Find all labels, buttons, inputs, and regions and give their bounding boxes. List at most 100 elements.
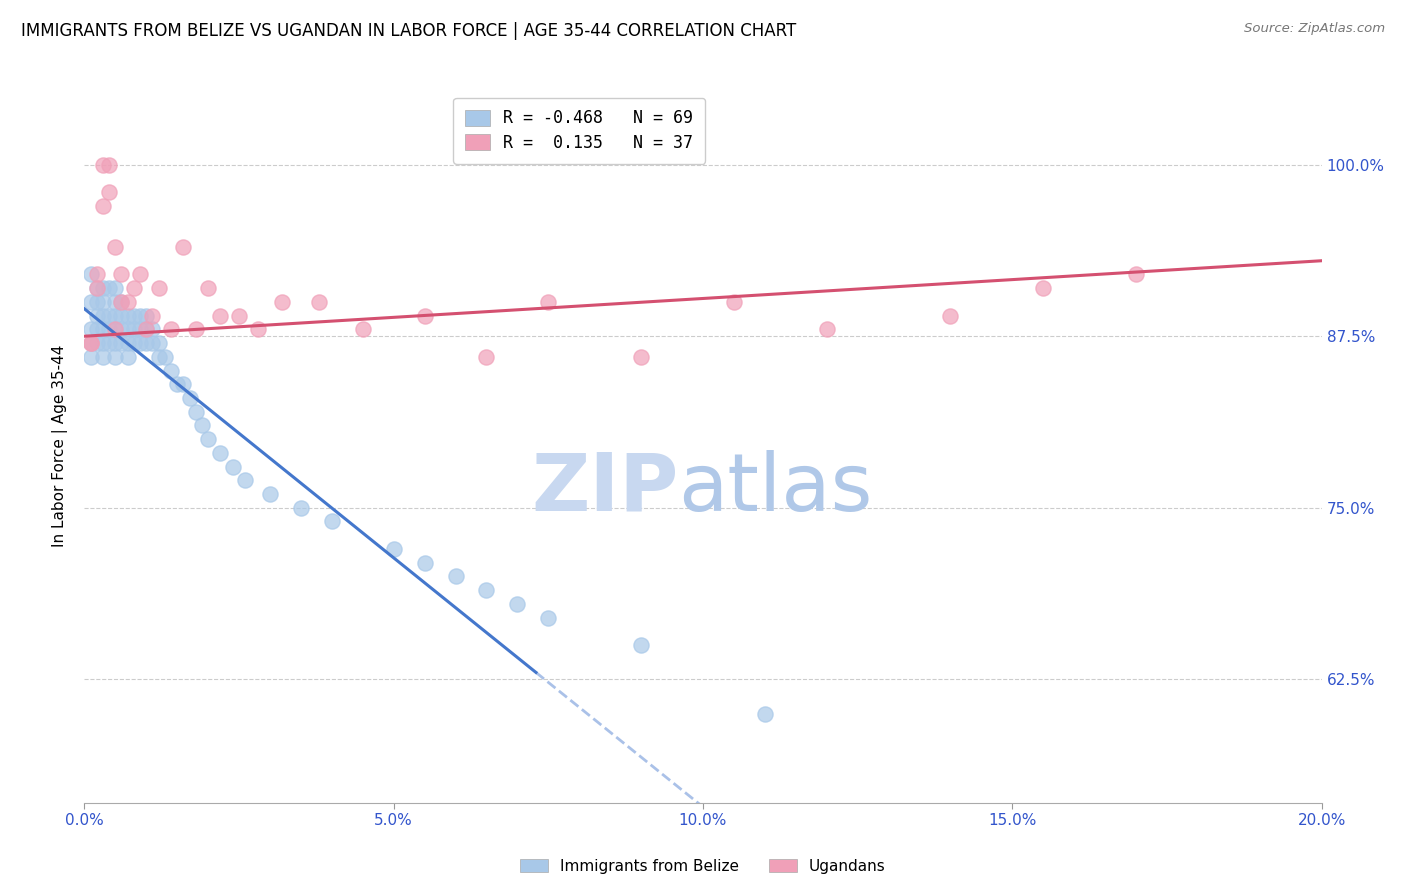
Point xyxy=(98,322,121,336)
Y-axis label: In Labor Force | Age 35-44: In Labor Force | Age 35-44 xyxy=(52,345,69,547)
Point xyxy=(104,294,127,309)
Point xyxy=(79,294,101,309)
Point xyxy=(104,350,127,364)
Point xyxy=(537,610,560,624)
Point xyxy=(98,281,121,295)
Point xyxy=(352,322,374,336)
Point xyxy=(209,309,232,323)
Point xyxy=(117,350,139,364)
Point xyxy=(754,706,776,721)
Point xyxy=(233,473,256,487)
Point xyxy=(197,281,219,295)
Point xyxy=(308,294,330,309)
Point xyxy=(122,336,145,351)
Point xyxy=(129,268,152,282)
Point xyxy=(122,281,145,295)
Point xyxy=(117,322,139,336)
Point xyxy=(135,309,157,323)
Point xyxy=(110,294,132,309)
Point xyxy=(79,350,101,364)
Point xyxy=(228,309,250,323)
Point xyxy=(104,309,127,323)
Point xyxy=(117,336,139,351)
Point xyxy=(98,158,121,172)
Point xyxy=(104,322,127,336)
Point xyxy=(413,556,436,570)
Point xyxy=(91,294,114,309)
Point xyxy=(222,459,245,474)
Point xyxy=(110,322,132,336)
Point xyxy=(939,309,962,323)
Point xyxy=(110,309,132,323)
Point xyxy=(815,322,838,336)
Point xyxy=(148,281,170,295)
Point xyxy=(135,322,157,336)
Point xyxy=(197,432,219,446)
Text: ZIP: ZIP xyxy=(531,450,678,528)
Point xyxy=(86,281,108,295)
Point xyxy=(1125,268,1147,282)
Point xyxy=(259,487,281,501)
Point xyxy=(148,336,170,351)
Point xyxy=(91,199,114,213)
Point xyxy=(122,322,145,336)
Point xyxy=(79,322,101,336)
Point xyxy=(630,638,652,652)
Point xyxy=(117,294,139,309)
Point xyxy=(172,377,194,392)
Point xyxy=(98,185,121,199)
Point xyxy=(160,322,183,336)
Point xyxy=(271,294,294,309)
Point xyxy=(98,336,121,351)
Point xyxy=(86,322,108,336)
Point xyxy=(1032,281,1054,295)
Point xyxy=(122,309,145,323)
Point xyxy=(98,309,121,323)
Point xyxy=(382,541,405,556)
Point xyxy=(104,240,127,254)
Point xyxy=(79,336,101,351)
Point xyxy=(91,281,114,295)
Point xyxy=(129,336,152,351)
Point xyxy=(630,350,652,364)
Point xyxy=(475,583,498,598)
Point xyxy=(444,569,467,583)
Point xyxy=(191,418,214,433)
Point xyxy=(246,322,269,336)
Point xyxy=(184,405,207,419)
Point xyxy=(86,336,108,351)
Point xyxy=(179,391,201,405)
Point xyxy=(141,336,163,351)
Text: IMMIGRANTS FROM BELIZE VS UGANDAN IN LABOR FORCE | AGE 35-44 CORRELATION CHART: IMMIGRANTS FROM BELIZE VS UGANDAN IN LAB… xyxy=(21,22,796,40)
Point xyxy=(79,336,101,351)
Point xyxy=(91,309,114,323)
Point xyxy=(209,446,232,460)
Point xyxy=(148,350,170,364)
Text: atlas: atlas xyxy=(678,450,873,528)
Point xyxy=(184,322,207,336)
Point xyxy=(86,294,108,309)
Point xyxy=(86,281,108,295)
Point xyxy=(506,597,529,611)
Point xyxy=(135,336,157,351)
Point xyxy=(160,363,183,377)
Point xyxy=(129,322,152,336)
Point xyxy=(104,336,127,351)
Point xyxy=(86,309,108,323)
Point xyxy=(537,294,560,309)
Point xyxy=(91,322,114,336)
Point xyxy=(86,268,108,282)
Point xyxy=(135,322,157,336)
Point xyxy=(723,294,745,309)
Legend: Immigrants from Belize, Ugandans: Immigrants from Belize, Ugandans xyxy=(515,853,891,880)
Point xyxy=(117,309,139,323)
Point xyxy=(141,309,163,323)
Point xyxy=(413,309,436,323)
Point xyxy=(110,268,132,282)
Point xyxy=(91,158,114,172)
Point xyxy=(166,377,188,392)
Point xyxy=(110,294,132,309)
Point xyxy=(91,350,114,364)
Point xyxy=(79,268,101,282)
Point xyxy=(129,309,152,323)
